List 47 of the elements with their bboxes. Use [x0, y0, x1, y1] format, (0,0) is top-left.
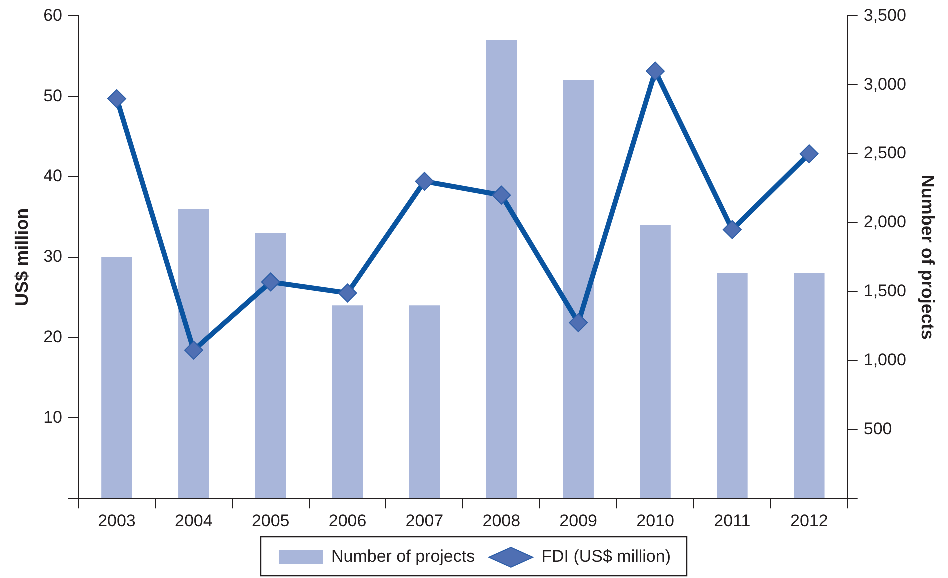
x-tick-label: 2005 — [252, 511, 290, 530]
y-axis-title: US$ million — [12, 208, 32, 306]
bar — [255, 233, 286, 498]
point — [184, 340, 204, 360]
point — [800, 144, 819, 164]
x-tick-label: 2004 — [175, 511, 213, 530]
bar — [102, 257, 132, 498]
x-tick-label: 2009 — [560, 511, 598, 530]
bar — [486, 40, 518, 498]
x-tick-label: 2012 — [790, 511, 828, 530]
y2-tick-label: 500 — [864, 419, 892, 438]
point — [338, 284, 358, 303]
y-tick-label: 10 — [44, 408, 63, 427]
legend-label: FDI (US$ million) — [542, 547, 672, 566]
y2-tick-label: 2,000 — [864, 212, 906, 232]
y2-tick-label: 1,500 — [864, 282, 906, 301]
x-tick-label: 2003 — [98, 511, 136, 530]
x-tick-label: 2011 — [714, 511, 751, 530]
x-tick-label: 2006 — [328, 511, 367, 530]
point — [107, 89, 126, 108]
bar — [178, 209, 210, 498]
y2-tick-label: 3,000 — [864, 74, 906, 94]
x-tick-label: 2010 — [636, 511, 674, 530]
bar — [717, 273, 748, 498]
x-tick-label: 2008 — [482, 511, 521, 530]
y2-tick-label: 2,500 — [864, 144, 906, 163]
bar — [563, 80, 594, 498]
y-tick-label: 40 — [44, 166, 63, 186]
point — [722, 220, 742, 240]
bar — [794, 273, 825, 498]
point — [569, 313, 588, 332]
bar — [640, 225, 671, 498]
point — [261, 272, 280, 292]
y2-axis-title: Number of projects — [918, 174, 938, 340]
bar — [409, 306, 440, 498]
y-tick-label: 60 — [44, 6, 63, 25]
point — [646, 62, 666, 81]
x-tick-label: 2007 — [406, 511, 444, 530]
bar — [332, 306, 364, 498]
y2-tick-label: 3,500 — [864, 6, 906, 25]
y-tick-label: 20 — [44, 327, 63, 346]
legend-label: Number of projects — [331, 547, 476, 566]
y2-tick-label: 1,000 — [864, 350, 906, 370]
y-tick-label: 50 — [44, 86, 63, 106]
y-tick-label: 30 — [44, 247, 63, 266]
point — [415, 172, 434, 192]
point — [492, 186, 512, 205]
